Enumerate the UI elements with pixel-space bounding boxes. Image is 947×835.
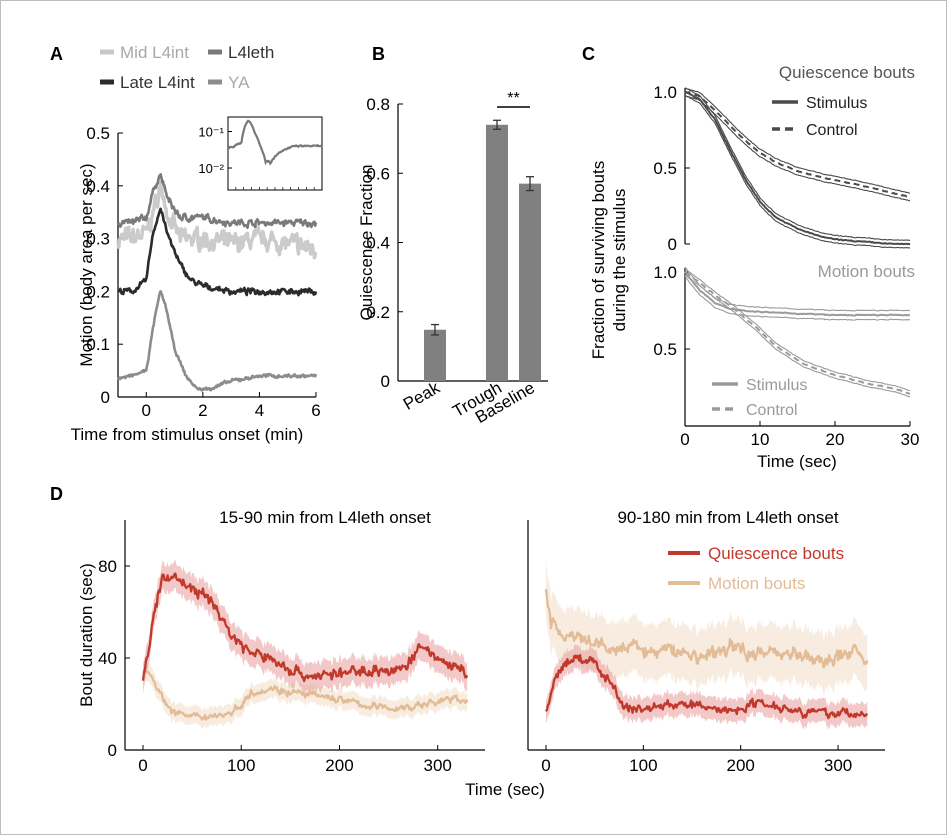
a-legend-label: Late L4int: [120, 73, 195, 92]
c-ci-line: [684, 95, 911, 202]
a-y-tick-label: 0.2: [86, 282, 110, 301]
plot-layer: 0 0.1 0.2 0.3 0.4 0.5 0 2 4 6 Time from stimulus o…: [71, 43, 920, 799]
panel-a: 0 0.1 0.2 0.3 0.4 0.5 0 2 4 6 Time from stimulus o…: [71, 43, 323, 444]
d-x-tick-label: 0: [541, 756, 550, 775]
c-x-tick-label: 20: [826, 430, 845, 449]
d-series-line: [544, 588, 869, 669]
d-legend-label: Motion bouts: [708, 574, 805, 593]
panel-label-d: D: [50, 484, 63, 504]
d-x-tick-label: 300: [824, 756, 852, 775]
a-y-tick-label: 0: [101, 388, 110, 407]
a-x-tick-label: 0: [142, 401, 151, 420]
c-legend-label: Control: [746, 402, 798, 419]
b-y-axis-label: Quiescence Fraction: [357, 165, 376, 321]
a-legend-label: YA: [228, 73, 250, 92]
c-subplot-title: Quiescence bouts: [779, 63, 915, 82]
c-y-axis-label-line2: during the stimulus: [610, 189, 629, 332]
a-legend-label: L4leth: [228, 43, 274, 62]
c-x-tick-label: 10: [751, 430, 770, 449]
panel-d: 0 40 80 0 100 200 300 15-90 min from L4leth ons…: [77, 508, 885, 799]
a-inset-y-tick-label: 10⁻²: [198, 161, 224, 176]
c-y-tick-label: 1.0: [653, 83, 677, 102]
a-y-tick-label: 0.3: [86, 230, 110, 249]
a-inset-y-tick-label: 10⁻¹: [198, 125, 224, 140]
c-y-tick-label: 0: [668, 235, 677, 254]
c-x-tick-label: 0: [680, 430, 689, 449]
panel-c: 0 0.5 1.0 Quiescence bouts Stimulus Control 0.…: [589, 63, 919, 471]
c-series-line: [684, 90, 911, 198]
c-series-line: [684, 271, 911, 317]
c-legend-label: Control: [806, 122, 858, 139]
d-y-axis-label: Bout duration (sec): [77, 563, 96, 707]
a-inset-frame: [227, 116, 323, 191]
panel-label-c: C: [582, 44, 595, 64]
a-x-tick-label: 4: [255, 401, 264, 420]
c-series-line: [684, 90, 911, 246]
d-x-tick-label: 0: [138, 756, 147, 775]
a-y-tick-label: 0.5: [86, 124, 110, 143]
d-x-tick-label: 300: [424, 756, 452, 775]
c-legend-label: Stimulus: [806, 95, 867, 112]
c-series-line: [684, 271, 911, 395]
c-subplot-title: Motion bouts: [818, 262, 915, 281]
a-inset-line: [227, 119, 323, 166]
b-y-tick-label: 0: [381, 372, 390, 391]
a-series-line: [117, 207, 318, 297]
b-y-tick-label: 0.4: [366, 234, 390, 253]
d-legend-label: Quiescence bouts: [708, 544, 844, 563]
d-subplot-title: 15-90 min from L4leth onset: [219, 508, 431, 527]
c-ci-line: [684, 94, 911, 249]
c-ci-line: [684, 266, 911, 312]
panel-label-a: A: [50, 44, 63, 64]
b-y-tick-label: 0.6: [366, 164, 390, 183]
d-x-tick-label: 200: [727, 756, 755, 775]
d-series-band: [546, 561, 868, 695]
a-y-tick-label: 0.4: [86, 177, 110, 196]
c-y-tick-label: 0.5: [653, 159, 677, 178]
d-subplot-title: 90-180 min from L4leth onset: [617, 508, 838, 527]
c-ci-line: [684, 87, 911, 242]
b-bar: [519, 183, 541, 381]
a-legend-label: Mid L4int: [120, 43, 189, 62]
c-x-tick-label: 30: [901, 430, 920, 449]
d-x-tick-label: 200: [325, 756, 353, 775]
d-y-tick-label: 80: [98, 557, 117, 576]
d-series-line: [544, 654, 869, 720]
c-ci-line: [684, 87, 911, 194]
c-legend-label: Stimulus: [746, 377, 807, 394]
c-ci-line: [684, 275, 911, 321]
d-y-tick-label: 40: [98, 649, 117, 668]
a-x-tick-label: 2: [198, 401, 207, 420]
a-x-axis-label: Time from stimulus onset (min): [71, 425, 304, 444]
c-y-tick-label: 0.5: [653, 340, 677, 359]
b-y-tick-label: 0.2: [366, 303, 390, 322]
c-ci-line: [684, 268, 911, 392]
b-y-tick-label: 0.8: [366, 95, 390, 114]
d-x-tick-label: 100: [227, 756, 255, 775]
a-series-line: [116, 181, 318, 260]
b-significance-label: **: [507, 90, 519, 107]
b-bar: [424, 329, 446, 381]
c-x-axis-label: Time (sec): [757, 452, 837, 471]
d-y-tick-label: 0: [108, 741, 117, 760]
c-y-axis-label-line1: Fraction of surviving bouts: [589, 161, 608, 359]
panel-label-b: B: [372, 44, 385, 64]
c-y-tick-label: 1.0: [653, 263, 677, 282]
a-y-tick-label: 0.1: [86, 335, 110, 354]
d-series-line: [141, 572, 469, 683]
a-series-line: [117, 173, 318, 230]
a-x-tick-label: 6: [311, 401, 320, 420]
d-series-line: [142, 668, 469, 721]
a-y-axis-label: Motion (body area per sec): [77, 163, 96, 366]
d-x-tick-label: 100: [629, 756, 657, 775]
c-ci-line: [684, 274, 911, 398]
d-x-axis-label: Time (sec): [465, 780, 545, 799]
d-series-band: [143, 559, 468, 695]
b-bar: [486, 124, 508, 382]
a-series-line: [116, 290, 318, 392]
